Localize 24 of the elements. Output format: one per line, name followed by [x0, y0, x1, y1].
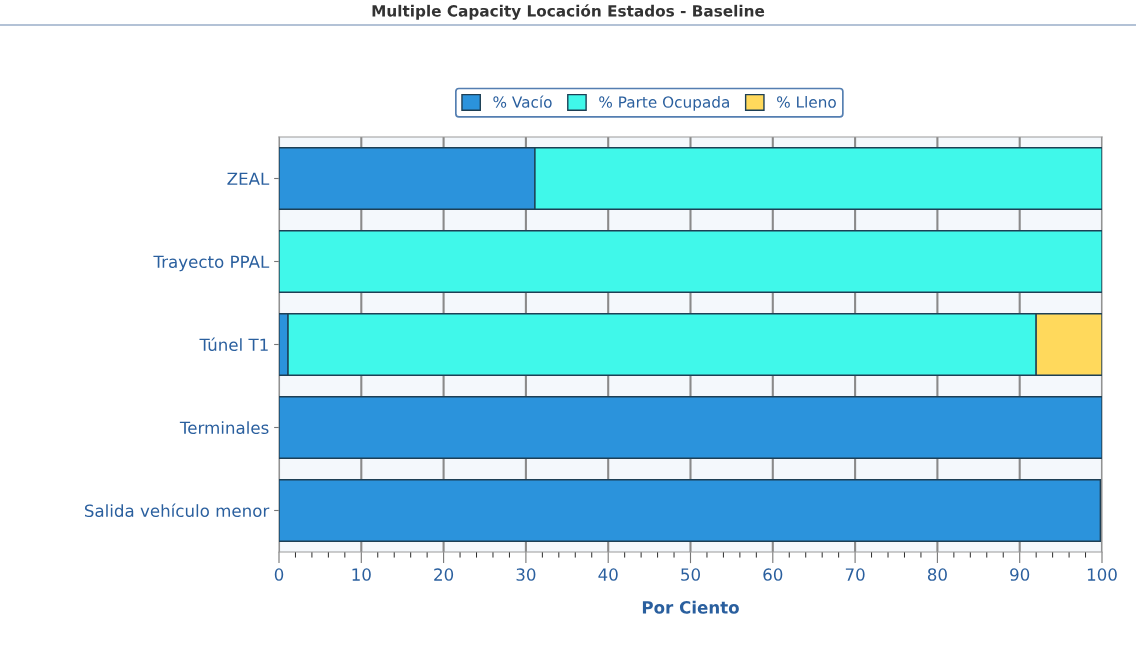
x-tick-label: 80	[927, 568, 947, 581]
x-axis-title: Por Ciento	[642, 600, 739, 614]
x-tick-label: 90	[1010, 568, 1030, 581]
x-tick-label: 10	[352, 568, 371, 581]
legend-label: % Lleno	[777, 96, 836, 108]
x-tick-label: 0	[274, 568, 284, 581]
bar	[279, 230, 1102, 293]
bar	[279, 396, 1102, 459]
y-tick-label: Trayecto PPAL	[153, 255, 270, 272]
x-tick-label: 30	[516, 568, 536, 581]
x-tick-label: 50	[681, 568, 700, 581]
x-tick-label: 60	[763, 568, 783, 581]
legend-label: % Parte Ocupada	[599, 96, 729, 111]
y-tick-label: Salida vehículo menor	[84, 503, 270, 518]
x-tick-label: 70	[845, 568, 865, 581]
y-tick-label: Terminales	[179, 421, 269, 435]
y-tick-label: ZEAL	[227, 172, 270, 185]
bar	[279, 479, 1102, 542]
x-tick-label: 20	[434, 568, 454, 581]
x-tick-label: 100	[1087, 568, 1117, 581]
x-tick-label: 40	[598, 568, 618, 581]
legend-label: % Vacío	[493, 95, 552, 108]
y-tick-label: Túnel T1	[199, 337, 268, 352]
chart-title: Multiple Capacity Locación Estados - Baseline	[372, 4, 765, 20]
